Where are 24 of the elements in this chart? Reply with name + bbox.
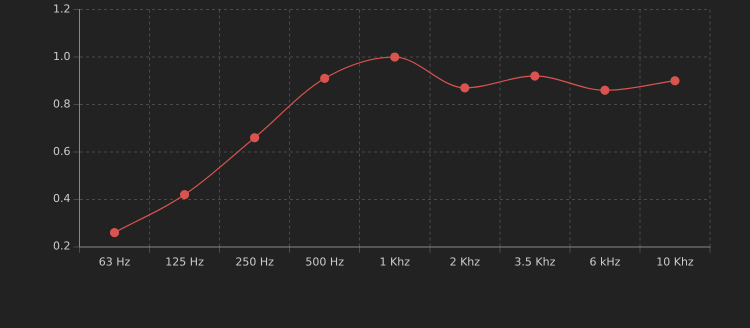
- x-tick-label: 63 Hz: [98, 255, 131, 268]
- x-tick-label: 1 Khz: [380, 255, 410, 268]
- x-tick-label: 3.5 Khz: [514, 255, 556, 268]
- point: [320, 74, 330, 83]
- y-tick-label: 0.8: [52, 97, 70, 110]
- y-tick-label: 0.6: [52, 144, 70, 158]
- x-tick-label: 125 Hz: [165, 255, 204, 268]
- x-tick-label: 2 Khz: [450, 255, 480, 268]
- x-tick-label: 250 Hz: [235, 255, 274, 268]
- x-tick-label: 6 kHz: [589, 255, 621, 268]
- point: [670, 76, 680, 86]
- point: [110, 228, 120, 238]
- point: [600, 86, 610, 95]
- x-tick-label: 10 Khz: [656, 255, 694, 268]
- point: [250, 133, 260, 142]
- point: [460, 83, 470, 92]
- y-tick-label: 1.2: [52, 2, 70, 16]
- point: [180, 190, 190, 200]
- y-tick-label: 0.2: [52, 240, 70, 253]
- x-tick-label: 500 Hz: [305, 255, 344, 268]
- point: [530, 71, 540, 81]
- y-tick-label: 1.0: [52, 50, 70, 63]
- y-tick-label: 0.4: [52, 192, 70, 206]
- point: [390, 52, 400, 62]
